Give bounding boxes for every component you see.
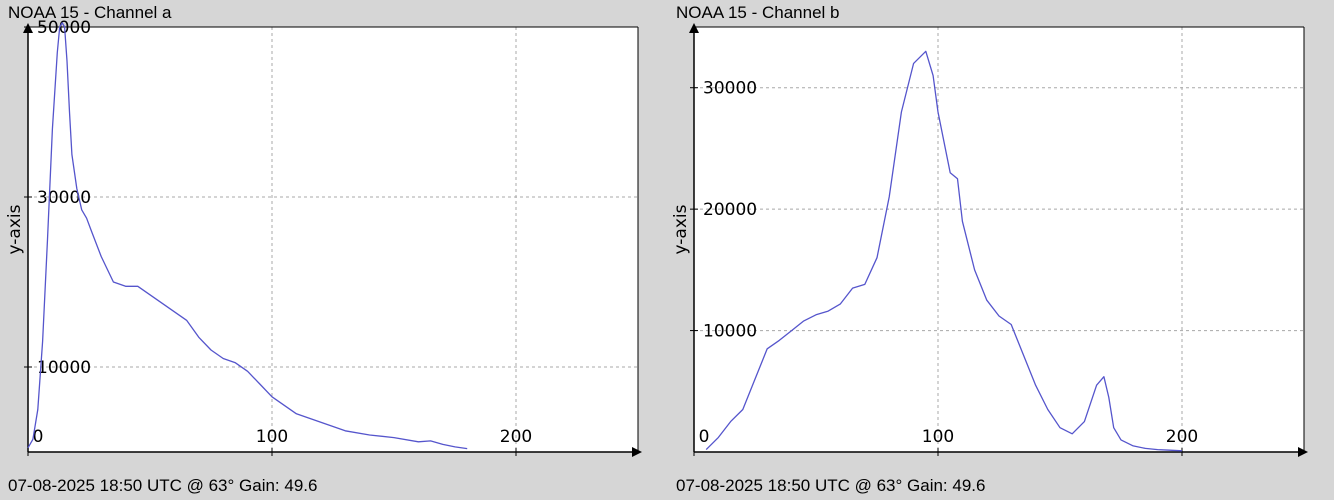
y-tick-label: 30000 bbox=[37, 188, 91, 208]
x-tick-label: 0 bbox=[699, 427, 710, 447]
x-tick-label: 200 bbox=[500, 427, 532, 447]
series-line bbox=[705, 50, 1183, 452]
y-axis-arrow bbox=[23, 23, 33, 33]
x-axis-arrow bbox=[632, 447, 642, 457]
y-axis-arrow bbox=[689, 23, 699, 33]
chart-title: NOAA 15 - Channel b bbox=[676, 3, 840, 22]
plot-area bbox=[28, 27, 638, 452]
x-tick-label: 0 bbox=[33, 427, 44, 447]
series-line bbox=[27, 22, 468, 450]
y-tick-label: 10000 bbox=[703, 322, 757, 342]
chart-panel-channel-b: NOAA 15 - Channel b 0 100 200 10000 20000 300… bbox=[668, 0, 1328, 500]
x-tick-label: 200 bbox=[1166, 427, 1198, 447]
y-tick-label: 20000 bbox=[703, 200, 757, 220]
x-axis-arrow bbox=[1298, 447, 1308, 457]
chart-title: NOAA 15 - Channel a bbox=[8, 3, 172, 22]
chart-panel-channel-a: NOAA 15 - Channel a 0 100 200 10000 30000 500… bbox=[0, 0, 660, 500]
x-tick-label: 100 bbox=[922, 427, 954, 447]
x-tick-label: 100 bbox=[256, 427, 288, 447]
y-axis-label: y-axis bbox=[671, 204, 691, 254]
y-tick-label: 10000 bbox=[37, 358, 91, 378]
y-axis-label: y-axis bbox=[5, 204, 25, 254]
plot-area bbox=[694, 27, 1304, 452]
chart-svg-channel-b: 0 100 200 10000 20000 30000 y-axis bbox=[671, 23, 1308, 457]
chart-footer: 07-08-2025 18:50 UTC @ 63° Gain: 49.6 bbox=[676, 476, 986, 495]
chart-footer: 07-08-2025 18:50 UTC @ 63° Gain: 49.6 bbox=[8, 476, 318, 495]
y-tick-label: 30000 bbox=[703, 79, 757, 99]
